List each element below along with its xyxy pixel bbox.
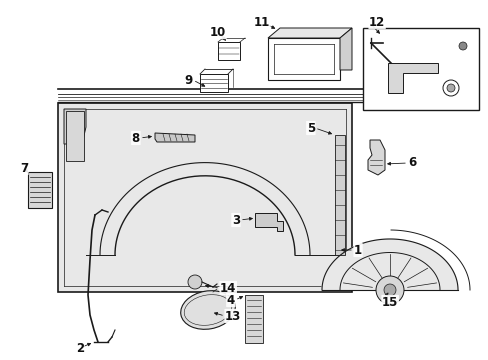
Circle shape [383, 284, 395, 296]
Bar [200, 74, 227, 92]
Polygon shape [321, 239, 457, 290]
Circle shape [446, 84, 454, 92]
Text: 14: 14 [220, 282, 236, 294]
Ellipse shape [181, 291, 235, 329]
Text: 6: 6 [407, 157, 415, 170]
Text: 2: 2 [76, 342, 84, 355]
Text: 7: 7 [20, 162, 28, 175]
Text: 9: 9 [184, 73, 193, 86]
Polygon shape [367, 140, 384, 175]
Circle shape [458, 42, 466, 50]
Polygon shape [339, 28, 351, 70]
Polygon shape [155, 133, 195, 142]
Text: 5: 5 [306, 122, 314, 135]
Bar [28, 172, 52, 208]
Text: 12: 12 [368, 15, 385, 28]
Text: 1: 1 [353, 243, 362, 256]
Circle shape [187, 275, 202, 289]
Text: 10: 10 [209, 26, 225, 39]
Text: 3: 3 [231, 213, 240, 226]
Bar [244, 295, 263, 343]
Bar [362, 28, 478, 110]
Bar [66, 111, 84, 161]
Circle shape [375, 276, 403, 304]
Bar [58, 103, 351, 292]
Polygon shape [254, 213, 283, 231]
Bar [334, 135, 345, 255]
Text: 4: 4 [226, 293, 235, 306]
Text: 8: 8 [131, 131, 140, 144]
Polygon shape [64, 109, 86, 144]
Polygon shape [267, 28, 351, 38]
Bar [267, 38, 339, 80]
Text: 15: 15 [381, 296, 398, 309]
Text: 11: 11 [253, 15, 269, 28]
Text: 13: 13 [224, 310, 241, 323]
Polygon shape [387, 63, 437, 93]
Bar [218, 42, 240, 60]
